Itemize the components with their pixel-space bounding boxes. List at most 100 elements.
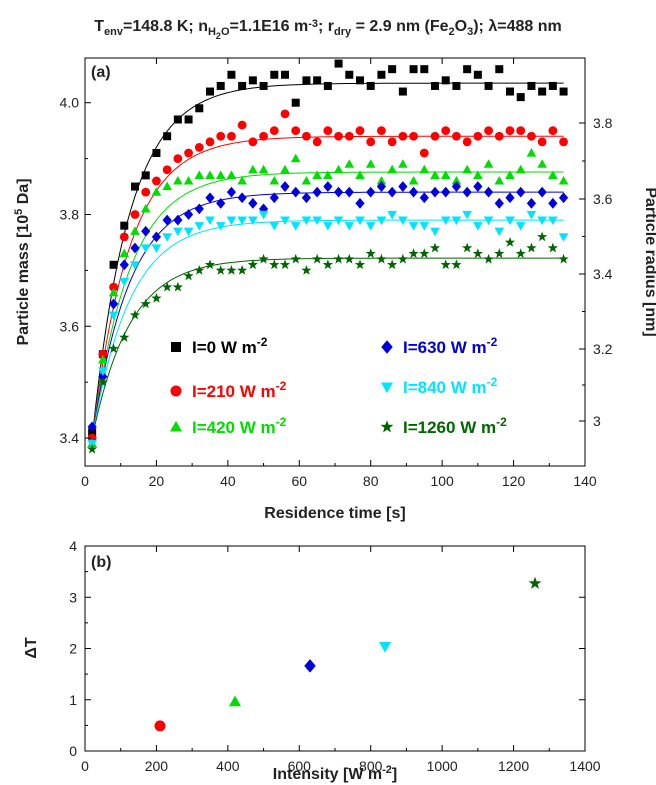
panel-b-frame [84,545,586,752]
data-point [269,259,280,270]
data-point [194,170,205,179]
data-point [291,186,301,198]
data-point [548,126,558,136]
data-point [505,170,515,179]
data-point [108,311,119,321]
y2-tick-label: 3.2 [593,341,613,357]
data-point [441,186,451,198]
data-point [226,186,237,198]
data-point [366,186,376,198]
data-point [516,186,526,198]
data-point [215,170,226,179]
data-point [194,264,205,275]
data-point [269,175,280,185]
legend-marker [171,342,181,352]
data-point [108,287,119,297]
data-point [494,131,504,141]
title-fragment: 2 [216,31,221,41]
x-tick-label: 600 [288,758,312,774]
data-point [312,216,322,226]
data-point [259,131,268,141]
data-markers [87,59,569,454]
data-point [151,231,162,243]
data-point [183,209,194,220]
data-point [237,216,247,226]
y-tick-label: 2 [69,641,77,657]
data-point [473,170,483,179]
x-tick-label: 60 [291,473,307,489]
data-point [258,210,269,220]
legend-text: I=420 W m [192,418,276,437]
y-tick-label: 4.0 [60,95,80,111]
data-point [215,222,226,231]
data-point [504,237,516,247]
y-tick-label: 0 [69,743,77,759]
data-point [537,216,547,226]
legend-text: I=840 W m [403,378,487,397]
data-point [451,181,462,192]
data-point [119,332,130,342]
data-point [558,175,569,185]
data-point [291,126,301,136]
panel-a: 0 20 40 60 80 100 120 140 3.4 3.6 3.8 4.0 3 3.2 3.4 3.6… [13,57,656,522]
data-point [119,259,129,271]
data-point [515,248,526,258]
data-point [323,170,333,179]
data-point [290,153,301,163]
legend-label: I=0 W m-2 [192,335,268,357]
data-point [408,248,419,258]
data-point [323,181,333,192]
x-tick-label: 0 [81,758,89,774]
data-point [356,76,364,85]
data-point [483,253,494,264]
data-point [377,126,386,136]
data-point [173,175,183,185]
data-point [431,81,439,90]
y-tick-label: 3.4 [60,430,80,446]
legend-label: I=210 W m-2 [192,379,287,401]
data-point [301,192,312,204]
data-point [548,170,558,179]
data-point [194,143,204,152]
data-point [430,170,440,179]
title-fragment: = 2.9 nm (Fe [351,18,448,35]
data-point [227,131,236,141]
legend-marker [381,382,393,394]
data-point [204,259,216,270]
legend-text: I=1260 W m [403,418,496,437]
data-point [290,253,301,264]
data-point [88,428,97,437]
data-point [441,76,450,85]
x-axis-label-b: Intensity [W m-2] [273,764,397,783]
x-tick-label: 1000 [427,758,458,774]
data-point [463,65,472,74]
data-point [194,222,205,231]
y2-axis-label: Particle radius [nm] [642,187,656,336]
data-point [312,137,322,147]
data-point [216,131,226,141]
data-point [120,221,129,230]
data-point [237,120,247,130]
x-tick-label: 140 [573,473,597,489]
data-point [205,170,215,179]
y-tick-label: 3.6 [60,318,80,334]
data-point [140,203,151,213]
data-point [526,148,537,157]
data-point [140,244,151,254]
data-point [280,164,290,174]
data-point [365,222,376,231]
data-point [440,170,451,179]
data-point [473,222,483,231]
data-point [237,192,247,204]
data-point [151,187,162,196]
data-point [537,186,547,198]
data-point [141,187,151,197]
data-point [398,87,407,96]
delta-t-point [304,659,316,673]
data-point [183,227,194,237]
data-point [344,131,354,141]
data-point [97,376,108,387]
data-point [526,242,537,253]
title-fragment: H [208,26,216,38]
data-point [409,65,418,74]
